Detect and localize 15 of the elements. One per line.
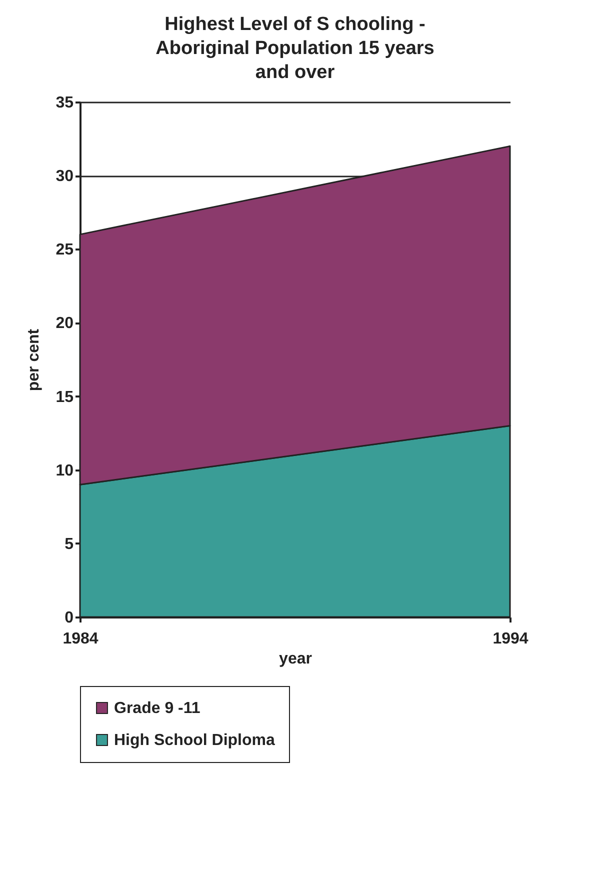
y-axis-title: per cent [26, 328, 43, 392]
y-tick-label: 20 [56, 315, 74, 332]
y-tick-label: 35 [56, 94, 74, 112]
legend-label: Grade 9 -11 [114, 700, 200, 717]
y-tick-label: 0 [64, 610, 74, 626]
x-tick-label: 1984 [62, 630, 98, 648]
y-tick-label: 10 [56, 462, 74, 480]
y-tick-label: 25 [56, 242, 74, 259]
y-tick-label: 15 [56, 388, 74, 406]
x-tick-label: 1994 [492, 630, 528, 648]
y-tick-label: 5 [64, 536, 74, 553]
chart-title: Highest Level of S chooling - Aboriginal Population 15 years and over [156, 14, 434, 83]
y-tick-label: 30 [56, 168, 74, 186]
x-axis-title: year [279, 650, 312, 668]
legend-label: High School Diploma [114, 732, 275, 749]
